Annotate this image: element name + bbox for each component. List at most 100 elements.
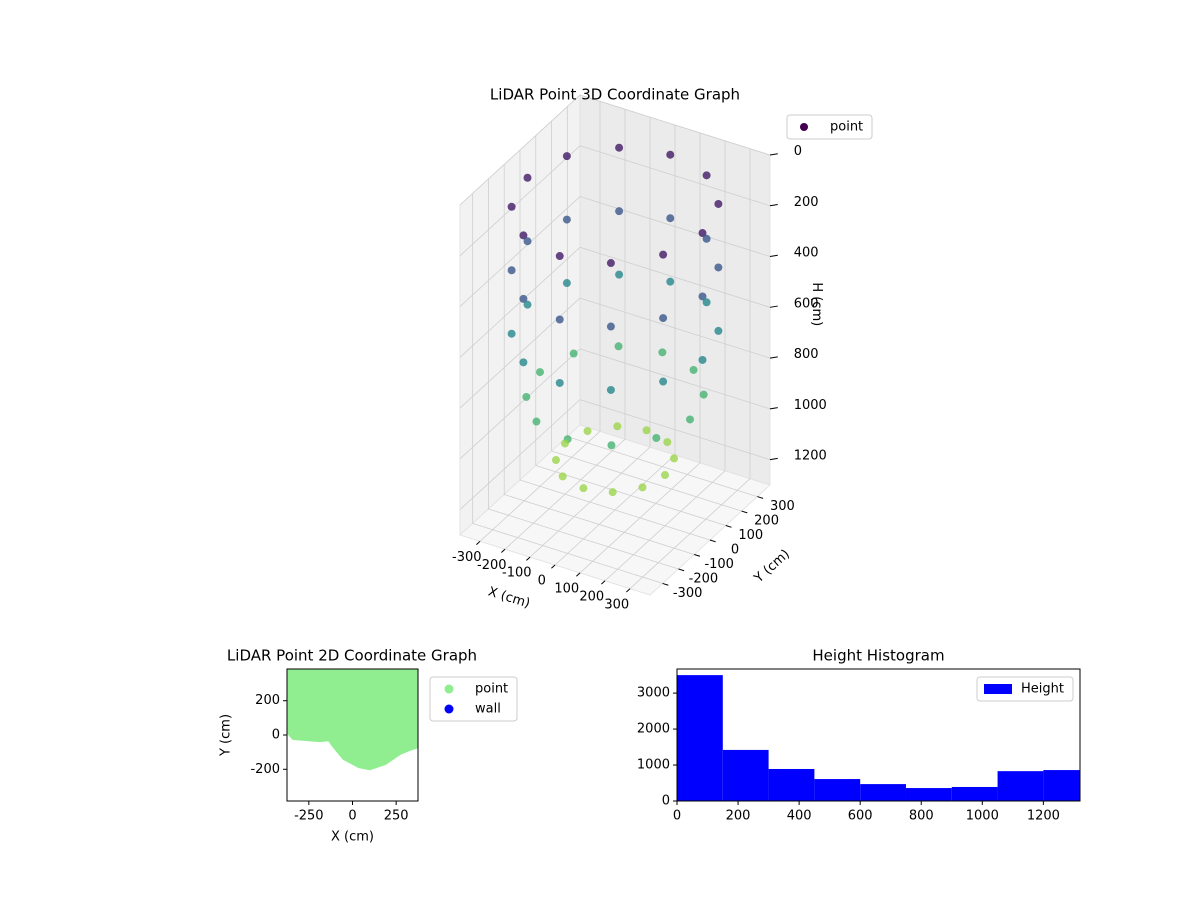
x-tick-label: 600 xyxy=(848,809,873,824)
point xyxy=(670,454,679,463)
tick-mark xyxy=(662,582,669,586)
point xyxy=(579,484,588,493)
bar xyxy=(768,768,815,801)
x-tick-label: 800 xyxy=(909,809,934,824)
point xyxy=(638,483,647,492)
legend-box xyxy=(786,114,873,140)
point xyxy=(613,422,622,431)
legend-label: Height xyxy=(1021,682,1064,697)
grid-line xyxy=(579,399,771,460)
point xyxy=(659,314,668,323)
tick-mark xyxy=(769,356,778,359)
tick-mark xyxy=(501,548,506,553)
x-tick-label: 100 xyxy=(554,581,579,596)
grid-line xyxy=(459,247,581,358)
tick-mark xyxy=(769,457,778,461)
point xyxy=(666,214,675,223)
y-tick-label: 200 xyxy=(255,693,280,708)
tick-mark xyxy=(551,564,556,569)
x-tick-label: -100 xyxy=(502,566,532,581)
x-tick-label: 300 xyxy=(604,597,629,612)
chart-title: Height Histogram xyxy=(812,647,944,665)
x-tick-label: 400 xyxy=(787,809,812,824)
plot-area xyxy=(677,675,1080,801)
y-tick-label: 0 xyxy=(731,543,739,558)
grid-line xyxy=(459,399,581,510)
grid-line xyxy=(488,508,679,570)
legend-marker xyxy=(444,704,454,714)
y-tick-label: 100 xyxy=(738,528,763,543)
point xyxy=(686,415,694,424)
tick-mark xyxy=(576,572,581,577)
bar xyxy=(677,675,723,801)
point xyxy=(507,329,516,338)
grid-line xyxy=(459,348,581,460)
point xyxy=(659,250,668,259)
grid-line xyxy=(535,465,726,526)
y-tick-label: -200 xyxy=(689,571,719,586)
tick-mark xyxy=(769,305,778,308)
point xyxy=(661,471,669,480)
point xyxy=(562,215,571,224)
tick-mark xyxy=(769,254,778,258)
grid-line xyxy=(551,450,742,512)
point xyxy=(522,392,531,401)
z-tick-label: 1000 xyxy=(794,398,827,413)
grid-line xyxy=(459,196,581,307)
point xyxy=(519,294,528,303)
point xyxy=(555,315,564,324)
point xyxy=(698,229,707,238)
point xyxy=(583,427,592,436)
point xyxy=(659,377,668,386)
point xyxy=(658,348,667,357)
point xyxy=(702,234,711,243)
point xyxy=(523,300,532,309)
x-tick-label: 0 xyxy=(538,574,546,589)
y-tick-label: 0 xyxy=(272,728,280,743)
legend-marker xyxy=(444,684,454,694)
x-tick-label: 250 xyxy=(384,809,409,824)
point xyxy=(561,439,569,448)
x-tick-label: 1000 xyxy=(966,809,999,824)
point xyxy=(532,417,541,426)
tick-mark xyxy=(741,510,748,514)
point xyxy=(615,270,624,279)
grid-line xyxy=(459,94,581,206)
point xyxy=(558,472,567,481)
z-tick-label: 200 xyxy=(794,195,819,210)
point xyxy=(652,434,661,443)
point xyxy=(714,326,723,335)
point xyxy=(519,358,528,367)
grid-line xyxy=(579,94,771,156)
grid-line xyxy=(579,196,771,257)
tick-mark xyxy=(757,496,764,499)
tick-mark xyxy=(769,407,778,410)
point xyxy=(562,279,571,288)
legend-label: point xyxy=(475,682,508,697)
x-tick-label: 1200 xyxy=(1027,809,1060,824)
y-tick-label: 300 xyxy=(770,499,795,514)
tick-mark xyxy=(769,153,778,156)
legend-marker xyxy=(984,684,1012,694)
point xyxy=(615,207,624,216)
y-tick-label: -300 xyxy=(673,586,703,601)
z-tick-label: 1200 xyxy=(794,449,827,464)
bar xyxy=(905,788,952,801)
point xyxy=(663,438,672,447)
y-tick-label: 2000 xyxy=(637,722,670,737)
point xyxy=(555,252,564,261)
y-tick-label: 0 xyxy=(662,794,670,809)
y-tick-label: 3000 xyxy=(637,686,670,701)
point xyxy=(666,277,675,286)
point xyxy=(714,199,723,208)
point xyxy=(698,355,707,364)
tick-mark xyxy=(769,204,778,207)
point xyxy=(615,143,624,152)
bar xyxy=(814,779,861,801)
point xyxy=(689,365,698,374)
x-tick-label: 200 xyxy=(579,589,604,604)
y-tick-label: -200 xyxy=(250,762,280,777)
legend-label: point xyxy=(830,120,863,135)
point xyxy=(606,322,615,331)
